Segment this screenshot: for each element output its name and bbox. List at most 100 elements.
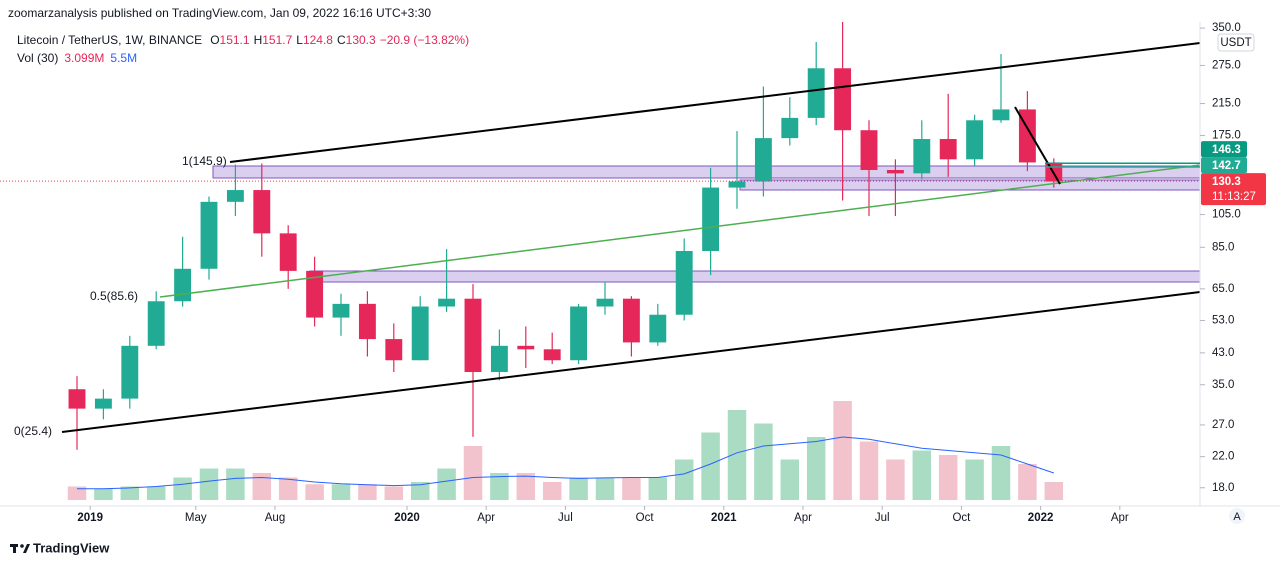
candle-body [279, 233, 297, 271]
trend-line [1014, 106, 1061, 185]
candle-body [174, 268, 192, 302]
x-tick-label: 2019 [77, 512, 103, 524]
trend-line [229, 42, 1201, 163]
volume-bar [886, 459, 905, 500]
candle-body [411, 306, 429, 361]
candle-body [464, 298, 482, 373]
scale-button-label[interactable]: A [1233, 511, 1241, 523]
publisher: zoomarzanalysis published on TradingView… [8, 6, 431, 20]
y-tick-label: 105.0 [1212, 209, 1241, 221]
volume-bar [120, 486, 140, 500]
candle-body [886, 170, 904, 174]
currency-button[interactable] [1217, 33, 1255, 52]
x-tick-label: 2020 [394, 512, 420, 524]
y-tick-label: 53.0 [1212, 315, 1234, 327]
logo-mark [13, 544, 16, 553]
x-tick-label: Oct [952, 512, 971, 524]
candle-body [490, 345, 508, 373]
candle-body [728, 181, 746, 188]
currency[interactable]: USDT [1220, 37, 1251, 49]
volume-bar [437, 468, 456, 500]
candle-body [332, 303, 350, 318]
candle-body [385, 339, 403, 361]
volume-bar [173, 477, 192, 500]
change: −20.9 (−13.82%) [380, 33, 469, 47]
volume-bar [912, 450, 932, 500]
zone [212, 165, 1200, 179]
volume-key: Vol (30) [17, 51, 58, 65]
candle-body [754, 138, 772, 182]
ohlc-key: C [337, 33, 346, 47]
y-tick-label: 65.0 [1212, 283, 1234, 295]
countdown: 11:13:27 [1212, 191, 1256, 203]
volume-bar [701, 432, 720, 500]
logo-mark [20, 544, 24, 548]
volume-bar [226, 468, 245, 500]
volume-bar [199, 468, 219, 500]
ohlc-value: 151.1 [220, 33, 250, 47]
candle-body [226, 190, 244, 202]
x-tick-label: 2022 [1028, 512, 1054, 524]
x-tick-label: Oct [636, 512, 655, 524]
y-tick-label: 43.0 [1212, 347, 1234, 359]
legend: Litecoin / TetherUS, 1W, BINANCE O151.1 H1… [17, 33, 469, 47]
y-tick-label: 22.0 [1212, 451, 1234, 463]
candle-body [253, 190, 271, 234]
plot [67, 22, 1064, 500]
y-tick-label: 275.0 [1212, 59, 1241, 71]
volume-bar [780, 459, 800, 500]
candle-body [622, 298, 640, 343]
volume-bar [542, 482, 562, 500]
y-tick-label: 350.0 [1212, 22, 1241, 34]
logo-mark [23, 544, 30, 553]
y-tick-label: 175.0 [1212, 129, 1241, 141]
candle-body [913, 139, 931, 174]
volume-bar [622, 477, 641, 500]
y-tick-label: 18.0 [1212, 482, 1234, 494]
scale-button[interactable] [1229, 508, 1245, 524]
volume-bar [146, 486, 166, 500]
price-label-bg [1201, 157, 1247, 174]
volume-bar [595, 477, 615, 500]
trend-line [61, 291, 1201, 433]
volume-ma-value: 5.5M [110, 51, 137, 65]
volume-bar [252, 473, 272, 500]
volume-bar [806, 437, 826, 500]
candle-body [939, 139, 957, 160]
ohlc-value: 130.3 [346, 33, 376, 47]
y-tick-label: 215.0 [1212, 98, 1241, 110]
volume-bar [463, 446, 483, 500]
volume-bar [305, 484, 324, 500]
x-tick-label: Aug [265, 512, 285, 524]
x-tick-label: Apr [794, 512, 812, 524]
x-tick-label: Apr [1111, 512, 1129, 524]
price-label: 142.7 [1212, 160, 1241, 172]
x-tick-label: 2021 [711, 512, 737, 524]
candle-body [992, 109, 1010, 121]
candle-body [649, 314, 667, 343]
volume-bar [410, 482, 430, 500]
volume-bar [358, 484, 377, 500]
volume-ma-line [77, 436, 1054, 490]
footer: TradingView [33, 540, 110, 555]
price-label-bg [1201, 141, 1247, 158]
candle-body [438, 298, 456, 307]
candle-body [570, 306, 588, 361]
trend-lines [61, 42, 1201, 433]
y-tick-label: 27.0 [1212, 419, 1234, 431]
volume-bar [516, 473, 536, 500]
volume-bar [859, 441, 879, 500]
volume-bar [384, 486, 404, 500]
candle-body [543, 349, 561, 361]
x-tick-label: May [185, 512, 207, 524]
volume-bar [727, 410, 747, 500]
x-tick-label: Jul [875, 512, 890, 524]
ohlc-key: L [296, 33, 303, 47]
annotation: 0.5(85.6) [90, 289, 138, 303]
candle-body [68, 389, 86, 409]
candle-body [860, 130, 878, 171]
volume-bar [94, 488, 113, 500]
annotation: 1(145.9) [182, 154, 227, 168]
price-label-bg [1201, 173, 1266, 206]
